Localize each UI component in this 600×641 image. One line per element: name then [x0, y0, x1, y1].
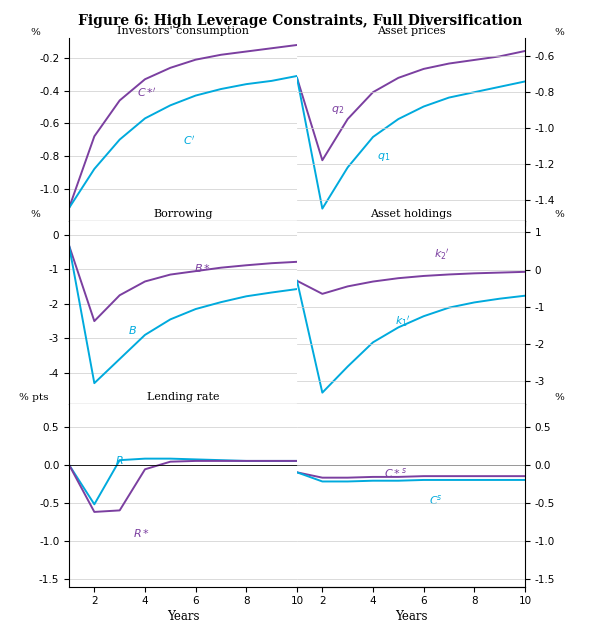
Text: %: % [554, 210, 564, 219]
Text: $C*{}^{s}$: $C*{}^{s}$ [383, 466, 407, 479]
Title: Borrowing: Borrowing [153, 209, 213, 219]
Text: $B$: $B$ [128, 324, 137, 337]
Text: % pts: % pts [19, 393, 49, 402]
Text: Figure 6: High Leverage Constraints, Full Diversification: Figure 6: High Leverage Constraints, Ful… [78, 14, 522, 28]
X-axis label: Years: Years [167, 610, 199, 624]
Text: %: % [554, 28, 564, 37]
Text: %: % [30, 28, 40, 37]
Text: $R*$: $R*$ [133, 527, 150, 539]
Text: $C*\!{}^{\prime}$: $C*\!{}^{\prime}$ [137, 87, 157, 99]
Title: Asset prices: Asset prices [377, 26, 445, 37]
Text: $B*$: $B*$ [194, 262, 211, 274]
Text: $q_2$: $q_2$ [331, 104, 344, 115]
Text: $k_2{}^{\prime}$: $k_2{}^{\prime}$ [434, 247, 449, 262]
Text: $C^{\prime}$: $C^{\prime}$ [183, 134, 196, 147]
Title: Asset holdings: Asset holdings [370, 209, 452, 219]
Text: $k_1{}^{\prime}$: $k_1{}^{\prime}$ [395, 315, 411, 329]
Text: %: % [554, 393, 564, 402]
Text: $C{}^{s}$: $C{}^{s}$ [429, 493, 443, 507]
Text: %: % [30, 210, 40, 219]
Title: Lending rate: Lending rate [147, 392, 219, 402]
Title: Investors' consumption: Investors' consumption [117, 26, 249, 37]
Text: $R$: $R$ [115, 454, 123, 466]
Text: $q_1$: $q_1$ [377, 151, 390, 163]
X-axis label: Years: Years [395, 610, 427, 624]
